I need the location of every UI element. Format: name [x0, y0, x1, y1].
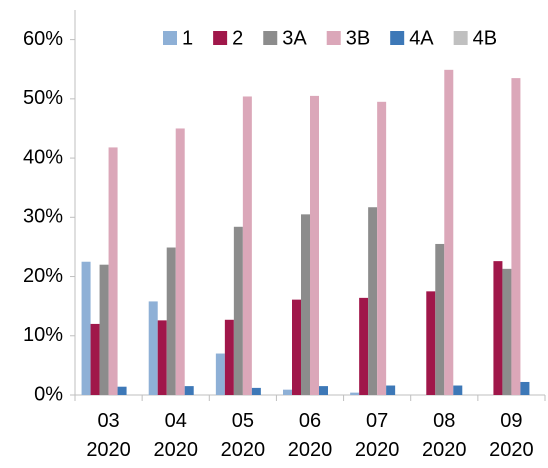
bar [157, 320, 167, 395]
bar [283, 389, 292, 395]
bar [233, 226, 243, 395]
legend-swatch [453, 31, 468, 45]
x-tick-label: 09 2020 [489, 410, 534, 461]
bar [368, 207, 378, 395]
legend-swatch [213, 31, 228, 45]
bar [251, 387, 261, 395]
x-tick-label: 04 2020 [153, 410, 198, 461]
x-tick-label: 05 2020 [220, 410, 266, 461]
x-tick-label: 07 2020 [354, 410, 400, 461]
x-tick-label: 06 2020 [287, 410, 333, 461]
bar [386, 385, 396, 395]
y-tick-label: 20% [23, 265, 63, 287]
legend-swatch [390, 31, 405, 45]
bar [242, 96, 252, 395]
bar [453, 385, 463, 395]
bar [148, 301, 158, 395]
y-tick-label: 0% [34, 383, 63, 405]
y-tick-label: 60% [23, 28, 63, 50]
bar [359, 297, 369, 395]
bar [502, 268, 512, 395]
y-tick-label: 50% [23, 87, 63, 109]
y-tick-label: 10% [23, 324, 63, 346]
bar [166, 247, 176, 395]
legend-label: 3B [346, 27, 370, 49]
x-tick-label: 08 2020 [422, 410, 467, 461]
bar [292, 299, 301, 395]
x-tick-label: 03 2020 [86, 410, 131, 461]
bar [493, 261, 503, 395]
bar [215, 353, 225, 395]
y-tick-label: 40% [23, 146, 63, 168]
legend-label: 3A [282, 27, 307, 49]
bar [520, 381, 530, 395]
legend-swatch [163, 31, 177, 45]
legend-swatch [326, 31, 341, 45]
bar [224, 319, 234, 395]
bar [377, 101, 387, 396]
bar [99, 264, 109, 395]
bar [310, 95, 319, 395]
bar [117, 386, 127, 395]
legend-label: 1 [182, 27, 193, 49]
legend-label: 2 [232, 27, 243, 49]
bar [184, 386, 194, 395]
bar [511, 78, 521, 395]
bar [301, 214, 310, 395]
bar [90, 323, 100, 395]
bar [319, 386, 328, 395]
bar [350, 392, 360, 395]
legend-swatch [263, 31, 278, 45]
bar [81, 261, 91, 395]
bar [435, 243, 445, 395]
legend-label: 4A [409, 27, 434, 49]
bar [426, 291, 436, 395]
legend-label: 4B [473, 27, 497, 49]
bar [444, 69, 454, 396]
bar [175, 128, 185, 395]
y-tick-label: 30% [23, 206, 63, 228]
bar [108, 147, 118, 395]
